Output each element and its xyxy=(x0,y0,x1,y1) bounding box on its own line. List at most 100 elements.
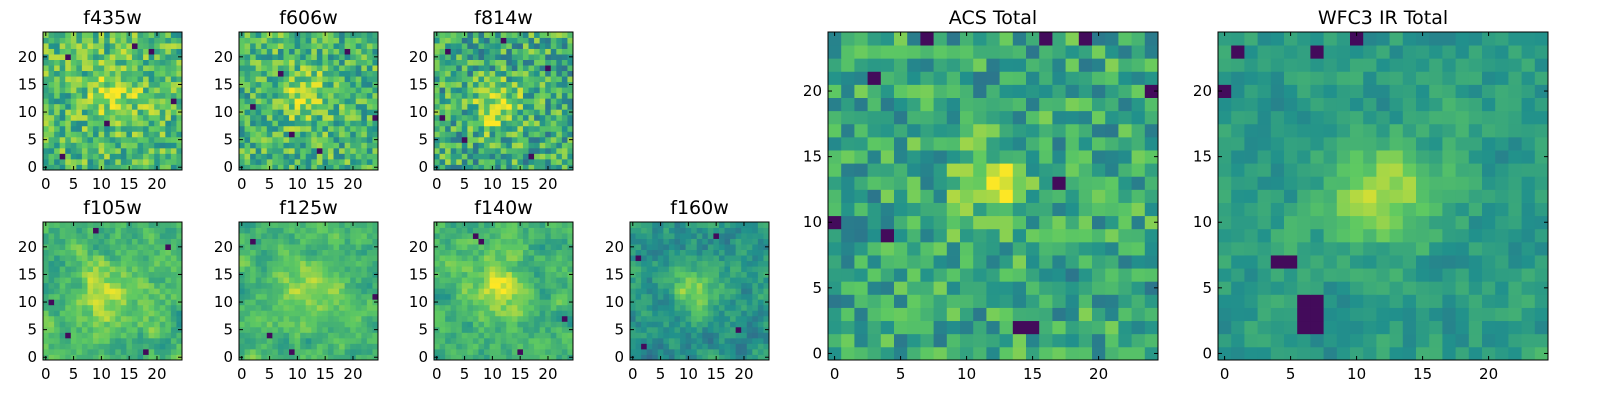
heatmap-cell xyxy=(48,43,55,49)
heatmap-cell xyxy=(316,109,323,116)
heatmap-cell xyxy=(126,238,133,245)
heatmap-cell xyxy=(668,227,675,234)
heatmap-cell xyxy=(48,337,55,344)
heatmap-cell xyxy=(76,92,83,99)
heatmap-cell xyxy=(445,260,452,267)
heatmap-cell xyxy=(489,98,496,105)
heatmap-cell xyxy=(828,163,842,177)
heatmap-cell xyxy=(528,244,535,250)
heatmap-cell xyxy=(880,150,895,164)
heatmap-cell xyxy=(316,87,323,94)
heatmap-cell xyxy=(517,299,524,306)
heatmap-cell xyxy=(350,238,357,245)
heatmap-cell xyxy=(1105,176,1119,190)
heatmap-cell xyxy=(131,271,138,278)
heatmap-cell xyxy=(495,48,502,55)
heatmap-cell xyxy=(350,249,357,256)
heatmap-cell xyxy=(757,315,764,322)
heatmap-cell xyxy=(484,48,490,55)
heatmap-cell xyxy=(277,147,284,154)
heatmap-cell xyxy=(539,321,546,328)
heatmap-cell xyxy=(65,153,72,160)
heatmap-cell xyxy=(339,255,346,262)
heatmap-cell xyxy=(986,307,1000,322)
heatmap-cell xyxy=(322,158,329,165)
heatmap-cell xyxy=(355,244,362,250)
heatmap-cell xyxy=(289,255,295,262)
heatmap-cell xyxy=(718,315,725,322)
heatmap-cell xyxy=(311,266,318,273)
heatmap-cell xyxy=(646,299,653,306)
heatmap-cell xyxy=(154,260,161,267)
heatmap-cell xyxy=(244,136,251,143)
heatmap-cell xyxy=(735,282,742,289)
heatmap-cell xyxy=(322,48,329,55)
heatmap-cell xyxy=(668,222,675,228)
heatmap-cell xyxy=(506,114,513,121)
heatmap-cell xyxy=(641,227,648,234)
heatmap-cell xyxy=(1105,215,1119,230)
heatmap-cell xyxy=(1065,241,1080,256)
heatmap-cell xyxy=(1065,294,1080,308)
heatmap-cell xyxy=(528,238,535,245)
heatmap-cell xyxy=(556,54,563,60)
heatmap-cell xyxy=(355,131,362,138)
heatmap-cell xyxy=(355,153,362,160)
heatmap-cell xyxy=(244,238,251,245)
heatmap-cell xyxy=(339,48,346,55)
heatmap-cell xyxy=(93,70,99,77)
heatmap-cell xyxy=(350,48,357,55)
heatmap-cell xyxy=(517,114,524,121)
heatmap-cell xyxy=(478,277,485,284)
heatmap-cell xyxy=(300,227,307,234)
heatmap-cell xyxy=(70,114,77,121)
heatmap-cell xyxy=(316,142,323,149)
heatmap-cell xyxy=(828,215,842,230)
heatmap-cell xyxy=(266,76,273,83)
heatmap-cell xyxy=(635,227,642,234)
heatmap-cell xyxy=(327,282,334,289)
heatmap-cell xyxy=(646,266,653,273)
heatmap-cell xyxy=(528,348,535,355)
heatmap-cell xyxy=(322,103,329,110)
heatmap-cell xyxy=(170,65,177,72)
heatmap-cell xyxy=(1039,307,1053,322)
heatmap-cell xyxy=(461,131,468,138)
heatmap-cell xyxy=(87,147,94,154)
heatmap-cell xyxy=(148,142,155,149)
heatmap-cell xyxy=(456,87,463,94)
heatmap-cell xyxy=(528,131,535,138)
heatmap-cell xyxy=(170,299,177,306)
heatmap-cell xyxy=(561,271,568,278)
heatmap-cell xyxy=(752,227,759,234)
heatmap-cell xyxy=(724,326,731,333)
heatmap-cell xyxy=(1105,320,1119,335)
heatmap-cell xyxy=(115,164,122,171)
heatmap-cell xyxy=(668,337,675,344)
heatmap-cell xyxy=(517,310,524,317)
heatmap-cell xyxy=(277,293,284,300)
heatmap-cell xyxy=(333,37,340,44)
heatmap-cell xyxy=(239,48,245,55)
heatmap-cell xyxy=(434,153,440,160)
heatmap-cell xyxy=(333,337,340,344)
heatmap-cell xyxy=(646,332,653,339)
heatmap-cell xyxy=(1105,294,1119,308)
heatmap-cell xyxy=(261,158,268,165)
heatmap-cell xyxy=(355,310,362,317)
heatmap-cell xyxy=(239,348,245,355)
heatmap-cell xyxy=(641,282,648,289)
heatmap-cell xyxy=(478,299,485,306)
heatmap-cell xyxy=(154,65,161,72)
heatmap-cell xyxy=(59,337,66,344)
heatmap-cell xyxy=(556,131,563,138)
heatmap-cell xyxy=(143,266,150,273)
heatmap-cell xyxy=(713,238,720,245)
heatmap-cell xyxy=(461,288,468,295)
heatmap-cell xyxy=(120,332,127,339)
heatmap-cell xyxy=(1092,189,1106,203)
heatmap-cell xyxy=(283,277,290,284)
heatmap-cell xyxy=(93,238,99,245)
heatmap-cell xyxy=(126,299,133,306)
heatmap-cell xyxy=(366,321,373,328)
